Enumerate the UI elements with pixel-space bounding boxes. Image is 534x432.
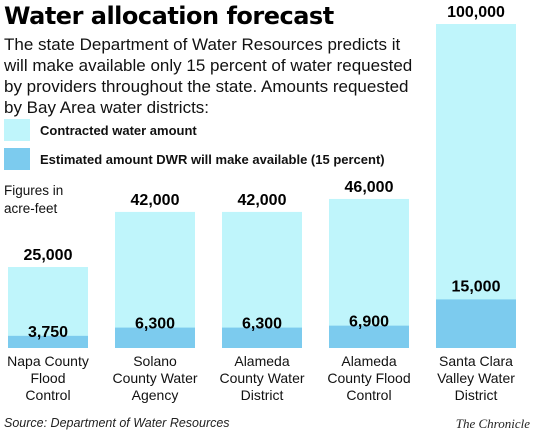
value-label-contracted: 100,000: [447, 4, 505, 21]
category-label: Napa County: [7, 353, 89, 369]
source-note: Source: Department of Water Resources: [4, 416, 230, 430]
bar-available: [8, 335, 88, 348]
bar-contracted: [8, 267, 88, 348]
bar-contracted: [222, 211, 302, 348]
category-label: Santa Clara: [439, 353, 513, 369]
category-label: County Flood: [327, 370, 410, 386]
value-label-available: 3,750: [28, 324, 68, 341]
value-label-available: 6,300: [135, 316, 175, 333]
legend-label-available: Estimated amount DWR will make available…: [40, 151, 385, 167]
chart-title: Water allocation forecast: [4, 2, 334, 30]
category-label: Valley Water: [437, 370, 515, 386]
bar-available: [329, 325, 409, 348]
legend-label-contracted: Contracted water amount: [40, 122, 197, 138]
bar-available: [115, 327, 195, 348]
category-label: Control: [346, 387, 391, 403]
value-label-contracted: 46,000: [345, 179, 394, 196]
credit-logo: The Chronicle: [455, 416, 530, 431]
legend-swatch-available: [4, 148, 30, 170]
chart-subtitle: The state Department of Water Resources …: [4, 35, 413, 117]
category-label: County Water: [112, 370, 197, 386]
legend-item-available: Estimated amount DWR will make available…: [4, 148, 385, 170]
bar-available: [222, 327, 302, 348]
category-label: Flood: [30, 370, 65, 386]
value-label-contracted: 42,000: [131, 192, 180, 209]
bar-contracted: [436, 24, 516, 348]
category-label: Alameda: [341, 353, 396, 369]
bar-available: [436, 299, 516, 348]
value-label-available: 15,000: [452, 278, 501, 295]
value-label-available: 6,900: [349, 314, 389, 331]
units-note: Figures in acre-feet: [4, 182, 63, 218]
units-note-line: acre-feet: [4, 201, 58, 216]
legend-swatch-contracted: [4, 119, 30, 141]
category-label: District: [455, 387, 498, 403]
category-label: Solano: [133, 353, 177, 369]
legend-item-contracted: Contracted water amount: [4, 119, 197, 141]
units-note-line: Figures in: [4, 183, 64, 198]
category-label: Alameda: [234, 353, 289, 369]
bar-contracted: [329, 198, 409, 348]
category-label: District: [241, 387, 284, 403]
category-label: County Water: [219, 370, 304, 386]
bar-contracted: [115, 211, 195, 348]
value-label-contracted: 25,000: [24, 247, 73, 264]
category-label: Control: [25, 387, 70, 403]
value-label-available: 6,300: [242, 316, 282, 333]
category-label: Agency: [132, 387, 179, 403]
value-label-contracted: 42,000: [238, 192, 287, 209]
